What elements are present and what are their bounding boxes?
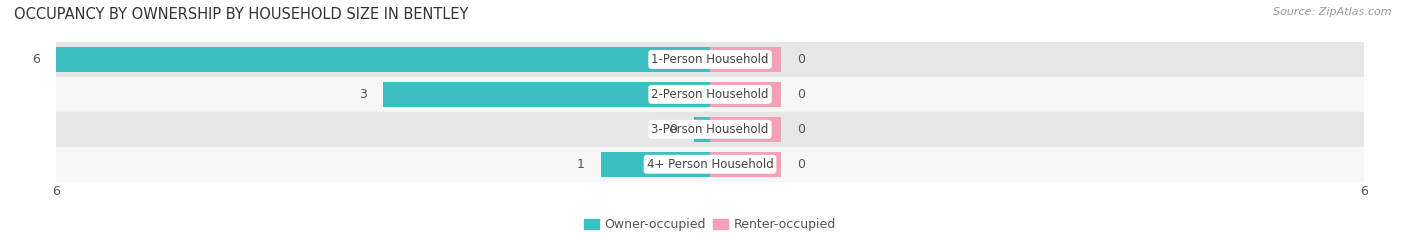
Text: OCCUPANCY BY OWNERSHIP BY HOUSEHOLD SIZE IN BENTLEY: OCCUPANCY BY OWNERSHIP BY HOUSEHOLD SIZE… — [14, 7, 468, 22]
Legend: Owner-occupied, Renter-occupied: Owner-occupied, Renter-occupied — [579, 213, 841, 233]
Text: 1-Person Household: 1-Person Household — [651, 53, 769, 66]
Text: 0: 0 — [669, 123, 678, 136]
Text: 3: 3 — [359, 88, 367, 101]
Text: 4+ Person Household: 4+ Person Household — [647, 158, 773, 171]
Bar — [56, 47, 710, 72]
Bar — [602, 152, 710, 177]
Bar — [710, 152, 780, 177]
Text: 3-Person Household: 3-Person Household — [651, 123, 769, 136]
Bar — [693, 117, 710, 142]
Bar — [382, 82, 710, 107]
Bar — [710, 117, 780, 142]
Text: Source: ZipAtlas.com: Source: ZipAtlas.com — [1274, 7, 1392, 17]
Bar — [56, 147, 1364, 182]
Text: 0: 0 — [797, 158, 806, 171]
Bar — [710, 47, 780, 72]
Text: 1: 1 — [576, 158, 585, 171]
Bar — [56, 112, 1364, 147]
Text: 0: 0 — [797, 123, 806, 136]
Text: 0: 0 — [797, 53, 806, 66]
Bar — [56, 77, 1364, 112]
Text: 0: 0 — [797, 88, 806, 101]
Text: 2-Person Household: 2-Person Household — [651, 88, 769, 101]
Bar — [710, 82, 780, 107]
Text: 6: 6 — [32, 53, 39, 66]
Bar — [56, 42, 1364, 77]
